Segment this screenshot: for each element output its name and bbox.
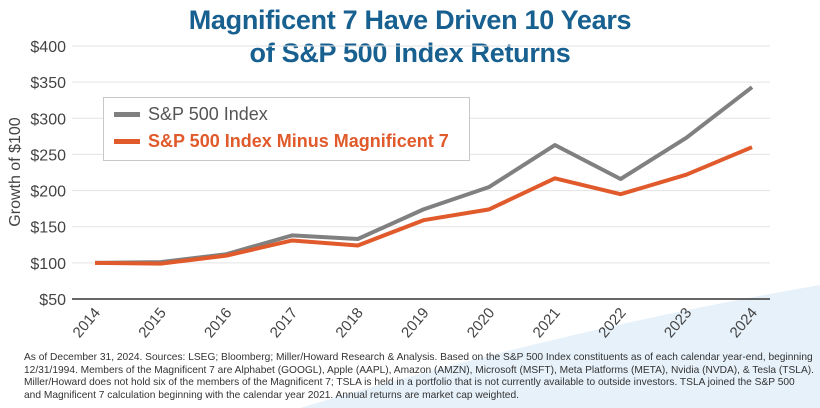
x-tick-label: 2024 [727,305,761,341]
legend-swatch [114,139,140,144]
x-tick-label: 2016 [201,305,235,341]
x-tick-label: 2021 [529,305,563,341]
y-axis-label: Growth of $100 [7,117,24,227]
line-chart: $50 $100 $150 $200 $250 $300 $350 $400 Growth of… [7,39,770,341]
y-tick-label: $150 [30,220,66,237]
x-tick-label: 2019 [398,305,432,341]
x-tick-label: 2020 [464,305,498,341]
legend: S&P 500 Index S&P 500 Index Minus Magnif… [103,97,470,161]
x-tick-label: 2014 [70,305,104,341]
y-tick-label: $50 [39,292,66,309]
y-tick-label: $400 [30,39,66,56]
series-line-1 [94,145,753,266]
legend-label: S&P 500 Index [148,104,268,124]
y-tick-label: $250 [30,147,66,164]
x-tick-label: 2023 [661,305,695,341]
legend-item-ex-mag7: S&P 500 Index Minus Magnificent 7 [114,131,449,152]
footnote: As of December 31, 2024. Sources: LSEG; … [24,352,814,401]
title-line-2: of S&P 500 Index Returns [249,38,571,68]
y-tick-label: $200 [30,184,66,201]
legend-swatch [114,112,140,117]
chart-title: Magnificent 7 Have Driven 10 Years of S&… [0,4,820,70]
x-tick-label: 2015 [135,305,169,341]
x-tick-label: 2017 [267,305,301,341]
title-line-1: Magnificent 7 Have Driven 10 Years [188,5,632,35]
y-tick-label: $300 [30,111,66,128]
legend-item-sp500: S&P 500 Index [114,104,268,125]
x-tick-label: 2022 [595,305,629,341]
x-tick-label: 2018 [332,305,366,341]
legend-label: S&P 500 Index Minus Magnificent 7 [148,131,449,151]
y-tick-label: $350 [30,75,66,92]
y-tick-label: $100 [30,256,66,273]
